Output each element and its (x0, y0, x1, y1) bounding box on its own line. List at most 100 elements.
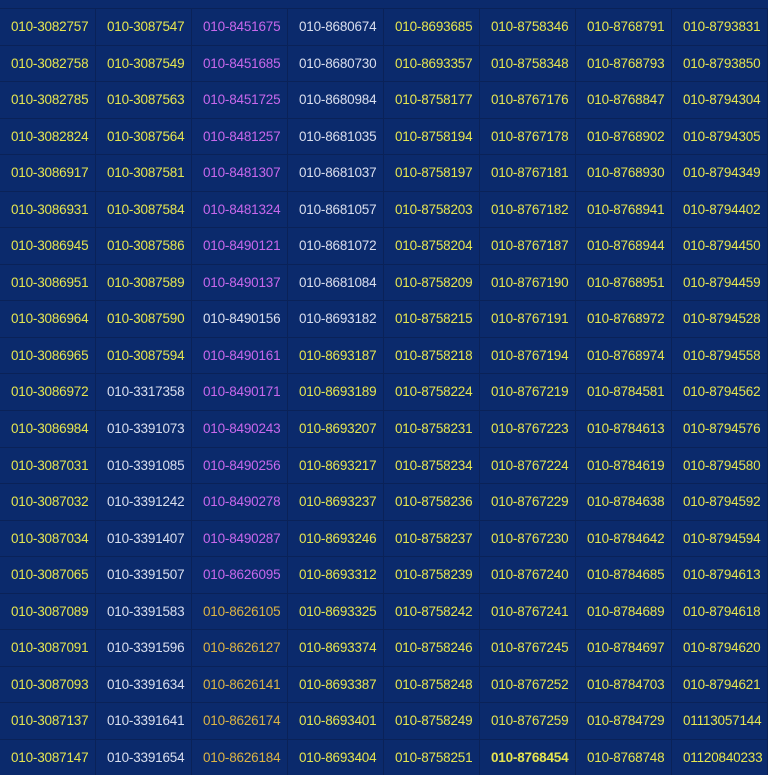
phone-number-cell: 010-8794450 (672, 228, 768, 264)
phone-number-cell: 010-8481307 (192, 155, 288, 191)
phone-number-cell: 010-8793850 (672, 45, 768, 82)
phone-number-cell: 010-8758218 (384, 337, 480, 374)
phone-number-cell: 010-8758224 (384, 374, 480, 411)
phone-number-cell: 010-8794528 (672, 301, 768, 337)
phone-number-cell: 010-3087586 (96, 228, 192, 264)
phone-number-cell: 010-8481257 (192, 118, 288, 155)
phone-number-cell: 010-8767229 (480, 484, 576, 520)
phone-number-cell: 010-3087089 (0, 593, 96, 630)
phone-number-cell: 010-8758209 (384, 264, 480, 301)
phone-number-cell: 010-8693685 (384, 9, 480, 45)
phone-number-cell: 010-8693312 (288, 557, 384, 593)
phone-number-cell: 010-3087594 (96, 337, 192, 374)
phone-number-cell: 010-3082824 (0, 118, 96, 155)
table-row: 010-3086951 010-3087589 010-8490137 010-868… (0, 263, 768, 301)
phone-number-cell: 010-8758236 (384, 484, 480, 520)
phone-number-cell: 010-3087584 (96, 191, 192, 228)
phone-number-cell: 010-8758348 (480, 45, 576, 82)
phone-number-cell: 010-8693187 (288, 337, 384, 374)
phone-number-cell: 010-8681057 (288, 191, 384, 228)
phone-number-cell: 010-8767191 (480, 301, 576, 337)
phone-number-cell: 010-8693246 (288, 520, 384, 557)
phone-number-cell: 010-3391507 (96, 557, 192, 593)
phone-number-cell: 010-8693207 (288, 411, 384, 447)
phone-number-cell: 010-8680730 (288, 45, 384, 82)
phone-number-cell: 010-8680674 (288, 9, 384, 45)
phone-number-cell: 010-3087034 (0, 520, 96, 557)
phone-number-cell: 010-8793831 (672, 9, 768, 45)
phone-number-cell: 010-8768930 (576, 155, 672, 191)
phone-number-cell: 01120840233 (672, 739, 768, 775)
phone-number-cell: 010-8768972 (576, 301, 672, 337)
phone-number-cell: 010-8626184 (192, 739, 288, 775)
phone-number-cell: 010-8758197 (384, 155, 480, 191)
phone-number-cell: 010-3086964 (0, 301, 96, 337)
phone-number-cell: 010-8767252 (480, 666, 576, 703)
table-row: 010-3086945 010-3087586 010-8490121 010-868… (0, 227, 768, 264)
phone-number-cell: 010-3391242 (96, 484, 192, 520)
phone-number-cell: 010-8784689 (576, 593, 672, 630)
phone-number-cell: 010-8794594 (672, 520, 768, 557)
phone-number-cell: 010-8784685 (576, 557, 672, 593)
phone-number-cell: 010-8626095 (192, 557, 288, 593)
phone-number-cell: 010-8451685 (192, 45, 288, 82)
phone-number-cell: 010-3391641 (96, 703, 192, 739)
phone-number-cell: 010-8767190 (480, 264, 576, 301)
table-row: 010-3082758 010-3087549 010-8451685 010-868… (0, 44, 768, 82)
phone-number-cell: 010-8681035 (288, 118, 384, 155)
phone-number-cell: 010-8758203 (384, 191, 480, 228)
phone-number-cell: 010-8794562 (672, 374, 768, 411)
phone-number-cell: 010-8767219 (480, 374, 576, 411)
phone-number-cell: 010-8693182 (288, 301, 384, 337)
phone-number-cell: 010-8794402 (672, 191, 768, 228)
phone-number-cell: 010-8490156 (192, 301, 288, 337)
phone-number-cell: 010-3087065 (0, 557, 96, 593)
phone-number-cell: 010-8626141 (192, 666, 288, 703)
phone-number-cell: 010-3086945 (0, 228, 96, 264)
phone-number-cell: 010-8768847 (576, 82, 672, 118)
phone-number-cell: 010-3087147 (0, 739, 96, 775)
table-row: 010-3086984 010-3391073 010-8490243 010-869… (0, 410, 768, 447)
phone-number-cell: 010-8490278 (192, 484, 288, 520)
phone-number-cell: 010-8693387 (288, 666, 384, 703)
phone-number-cell: 010-8794620 (672, 630, 768, 666)
phone-number-cell: 010-8794349 (672, 155, 768, 191)
phone-number-cell: 010-8758239 (384, 557, 480, 593)
phone-number-cell: 010-8693404 (288, 739, 384, 775)
table-row: 010-3087034 010-3391407 010-8490287 010-869… (0, 519, 768, 557)
phone-number-cell: 010-8758177 (384, 82, 480, 118)
phone-number-cell: 010-8758234 (384, 447, 480, 484)
table-row: 010-3082824 010-3087564 010-8481257 010-868… (0, 117, 768, 155)
phone-number-grid: 010-3082757 010-3087547 010-8451675 010-868… (0, 8, 768, 775)
phone-number-cell: 010-8693325 (288, 593, 384, 630)
phone-number-cell: 010-8794592 (672, 484, 768, 520)
phone-number-cell: 010-3087091 (0, 630, 96, 666)
phone-number-cell: 010-8794580 (672, 447, 768, 484)
phone-number-cell: 010-8767181 (480, 155, 576, 191)
phone-number-cell: 010-8794613 (672, 557, 768, 593)
phone-number-cell: 010-8768454 (480, 739, 576, 775)
phone-number-cell: 010-8758248 (384, 666, 480, 703)
phone-number-cell: 010-8767187 (480, 228, 576, 264)
table-row: 010-3086931 010-3087584 010-8481324 010-868… (0, 190, 768, 228)
phone-number-cell: 010-8784638 (576, 484, 672, 520)
table-row: 010-3086972 010-3317358 010-8490171 010-869… (0, 373, 768, 411)
phone-number-cell: 010-8767245 (480, 630, 576, 666)
phone-number-cell: 010-8794618 (672, 593, 768, 630)
phone-number-cell: 010-8794304 (672, 82, 768, 118)
phone-number-cell: 010-8490171 (192, 374, 288, 411)
phone-number-cell: 010-3391634 (96, 666, 192, 703)
phone-number-cell: 010-8490161 (192, 337, 288, 374)
phone-number-cell: 010-8794305 (672, 118, 768, 155)
phone-number-cell: 010-3087137 (0, 703, 96, 739)
phone-number-cell: 010-8767194 (480, 337, 576, 374)
phone-number-cell: 010-8784729 (576, 703, 672, 739)
phone-number-cell: 010-8681037 (288, 155, 384, 191)
table-row: 010-3087031 010-3391085 010-8490256 010-869… (0, 446, 768, 484)
phone-number-cell: 010-8768941 (576, 191, 672, 228)
phone-number-cell: 010-8451725 (192, 82, 288, 118)
phone-number-cell: 010-8784703 (576, 666, 672, 703)
phone-number-cell: 010-3317358 (96, 374, 192, 411)
phone-number-cell: 010-8794459 (672, 264, 768, 301)
phone-number-cell: 010-3087547 (96, 9, 192, 45)
